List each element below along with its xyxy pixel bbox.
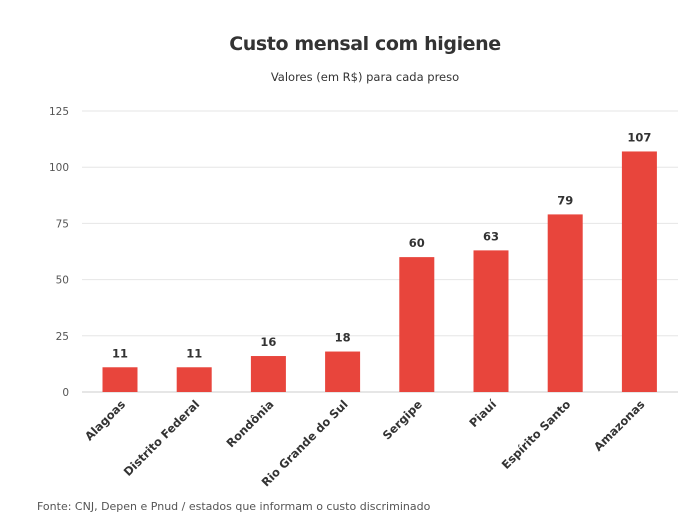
x-tick-label: Piauí [466, 396, 499, 429]
data-label: 107 [627, 130, 651, 144]
x-tick-label: Rondônia [224, 397, 277, 450]
source-note: Fonte: CNJ, Depen e Pnud / estados que i… [37, 500, 431, 513]
y-tick-label: 25 [56, 331, 69, 343]
x-tick-label: Espírito Santo [499, 397, 574, 472]
bar-rio-grande-do-sul [325, 351, 361, 392]
x-tick-label: Distrito Federal [121, 397, 203, 479]
data-labels: 11 11 16 18 60 63 79 107 [112, 130, 651, 360]
data-label: 18 [335, 331, 351, 345]
y-tick-label: 125 [49, 106, 69, 118]
y-tick-label: 75 [56, 218, 69, 230]
data-label: 16 [260, 335, 276, 349]
bars [102, 151, 657, 392]
bar-amazonas [621, 151, 657, 392]
bar-distrito-federal [176, 367, 212, 392]
chart-subtitle: Valores (em R$) para cada preso [270, 70, 460, 84]
chart-title: Custo mensal com higiene [229, 33, 501, 55]
x-tick-label: Alagoas [82, 397, 128, 443]
data-label: 11 [112, 346, 128, 360]
x-tick-label: Amazonas [591, 397, 648, 454]
bar-sergipe [399, 257, 435, 392]
y-tick-label: 50 [56, 275, 69, 287]
bar-esp-rito-santo [547, 214, 583, 392]
x-tick-label: Sergipe [380, 397, 425, 442]
y-tick-label: 0 [62, 387, 69, 399]
bar-alagoas [102, 367, 138, 392]
bar-rond-nia [250, 356, 286, 392]
data-label: 63 [483, 229, 499, 243]
gridlines [82, 110, 678, 393]
bar-piau- [473, 250, 509, 392]
data-label: 79 [557, 193, 573, 207]
data-label: 60 [409, 236, 425, 250]
y-axis-ticks: 0 25 50 75 100 125 [49, 106, 69, 399]
data-label: 11 [186, 346, 202, 360]
y-tick-label: 100 [49, 162, 69, 174]
